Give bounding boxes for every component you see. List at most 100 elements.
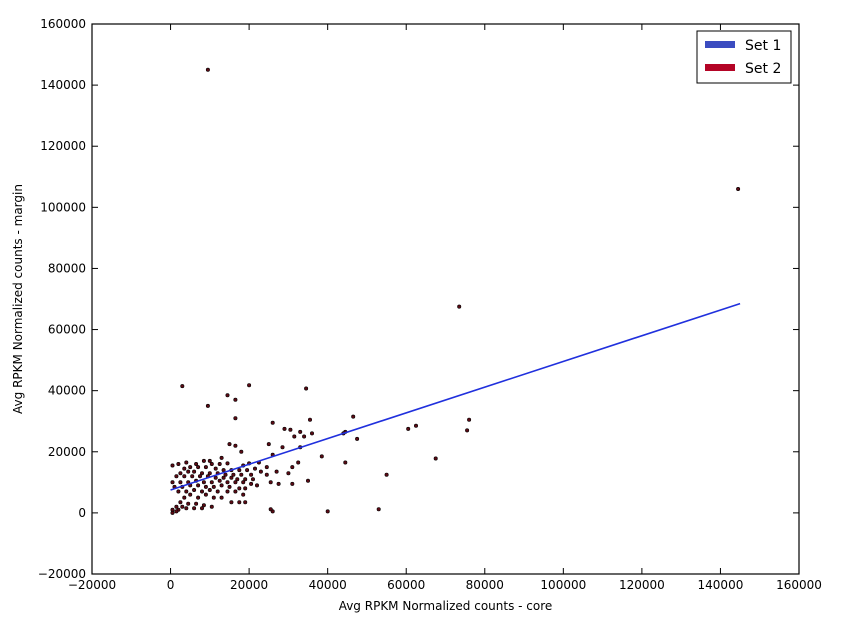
y-tick-label: 100000: [40, 200, 86, 214]
data-point: [170, 480, 175, 485]
data-point: [205, 67, 210, 72]
data-point: [219, 495, 224, 500]
legend-swatch-set-2: [705, 64, 735, 71]
data-point: [305, 478, 310, 483]
data-point: [170, 510, 175, 515]
data-point: [227, 442, 232, 447]
legend-box: [696, 30, 792, 84]
data-point: [241, 480, 246, 485]
data-point: [180, 384, 185, 389]
data-point: [211, 484, 216, 489]
data-point: [292, 434, 297, 439]
data-point: [239, 449, 244, 454]
fit-line: [170, 302, 741, 491]
data-point: [325, 509, 330, 514]
data-point: [215, 489, 220, 494]
data-point: [251, 477, 256, 482]
data-point: [203, 465, 208, 470]
data-point: [286, 471, 291, 476]
data-point: [203, 484, 208, 489]
y-tick-label: 40000: [48, 384, 86, 398]
data-point: [268, 507, 273, 512]
data-point: [243, 500, 248, 505]
data-point: [229, 500, 234, 505]
data-point: [247, 383, 252, 388]
data-point: [201, 480, 206, 485]
data-point: [207, 458, 212, 463]
data-point: [235, 477, 240, 482]
data-point: [233, 416, 238, 421]
data-point: [457, 304, 462, 309]
data-point: [186, 469, 191, 474]
data-point: [200, 489, 205, 494]
y-tick-label: 60000: [48, 323, 86, 337]
data-point: [268, 480, 273, 485]
data-point: [225, 461, 230, 466]
data-point: [736, 187, 741, 192]
x-tick-label: 0: [167, 578, 175, 592]
data-point: [178, 480, 183, 485]
x-tick-label: 160000: [776, 578, 822, 592]
data-point: [266, 442, 271, 447]
data-point: [190, 474, 195, 479]
data-point: [217, 478, 222, 483]
y-tick-label: 0: [78, 506, 86, 520]
data-point: [241, 492, 246, 497]
data-point: [258, 469, 263, 474]
data-point: [184, 460, 189, 465]
data-point: [225, 393, 230, 398]
x-tick-label: 140000: [698, 578, 744, 592]
data-point: [207, 471, 212, 476]
data-point: [433, 456, 438, 461]
x-tick-label: −20000: [68, 578, 116, 592]
data-point: [211, 495, 216, 500]
data-point: [180, 504, 185, 509]
data-point: [351, 414, 356, 419]
data-point: [219, 455, 224, 460]
data-point: [245, 468, 250, 473]
data-point: [196, 483, 201, 488]
x-tick-label: 80000: [466, 578, 504, 592]
data-point: [196, 465, 201, 470]
legend-label-set-2: Set 2: [745, 61, 781, 77]
y-tick-label: 140000: [40, 78, 86, 92]
data-point: [198, 474, 203, 479]
data-point: [255, 483, 260, 488]
data-point: [227, 484, 232, 489]
data-point: [200, 506, 205, 511]
data-point: [270, 420, 275, 425]
data-point: [225, 489, 230, 494]
data-point: [249, 481, 254, 486]
data-point: [219, 483, 224, 488]
y-axis-title: Avg RPKM Normalized counts - margin: [11, 184, 25, 414]
data-point: [213, 466, 218, 471]
data-point: [213, 475, 218, 480]
ticks-layer: −20000 0 20000 40000 60000 80000 100000 120000 1…: [38, 17, 822, 592]
y-tick-label: −20000: [38, 567, 86, 581]
data-point: [253, 466, 258, 471]
data-point: [176, 489, 181, 494]
data-point: [221, 468, 226, 473]
data-point: [276, 481, 281, 486]
data-point: [174, 504, 179, 509]
data-point: [288, 427, 293, 432]
data-point: [201, 503, 206, 508]
y-tick-label: 120000: [40, 139, 86, 153]
y-tick-label: 20000: [48, 445, 86, 459]
data-point: [307, 417, 312, 422]
data-point: [205, 403, 210, 408]
data-point: [184, 506, 189, 511]
data-point: [233, 489, 238, 494]
data-point: [221, 475, 226, 480]
x-tick-label: 60000: [387, 578, 425, 592]
x-tick-label: 100000: [540, 578, 586, 592]
data-point: [233, 397, 238, 402]
data-point: [237, 468, 242, 473]
data-point: [465, 428, 470, 433]
data-point: [196, 495, 201, 500]
data-point: [217, 461, 222, 466]
data-point: [194, 461, 199, 466]
data-point: [174, 509, 179, 514]
